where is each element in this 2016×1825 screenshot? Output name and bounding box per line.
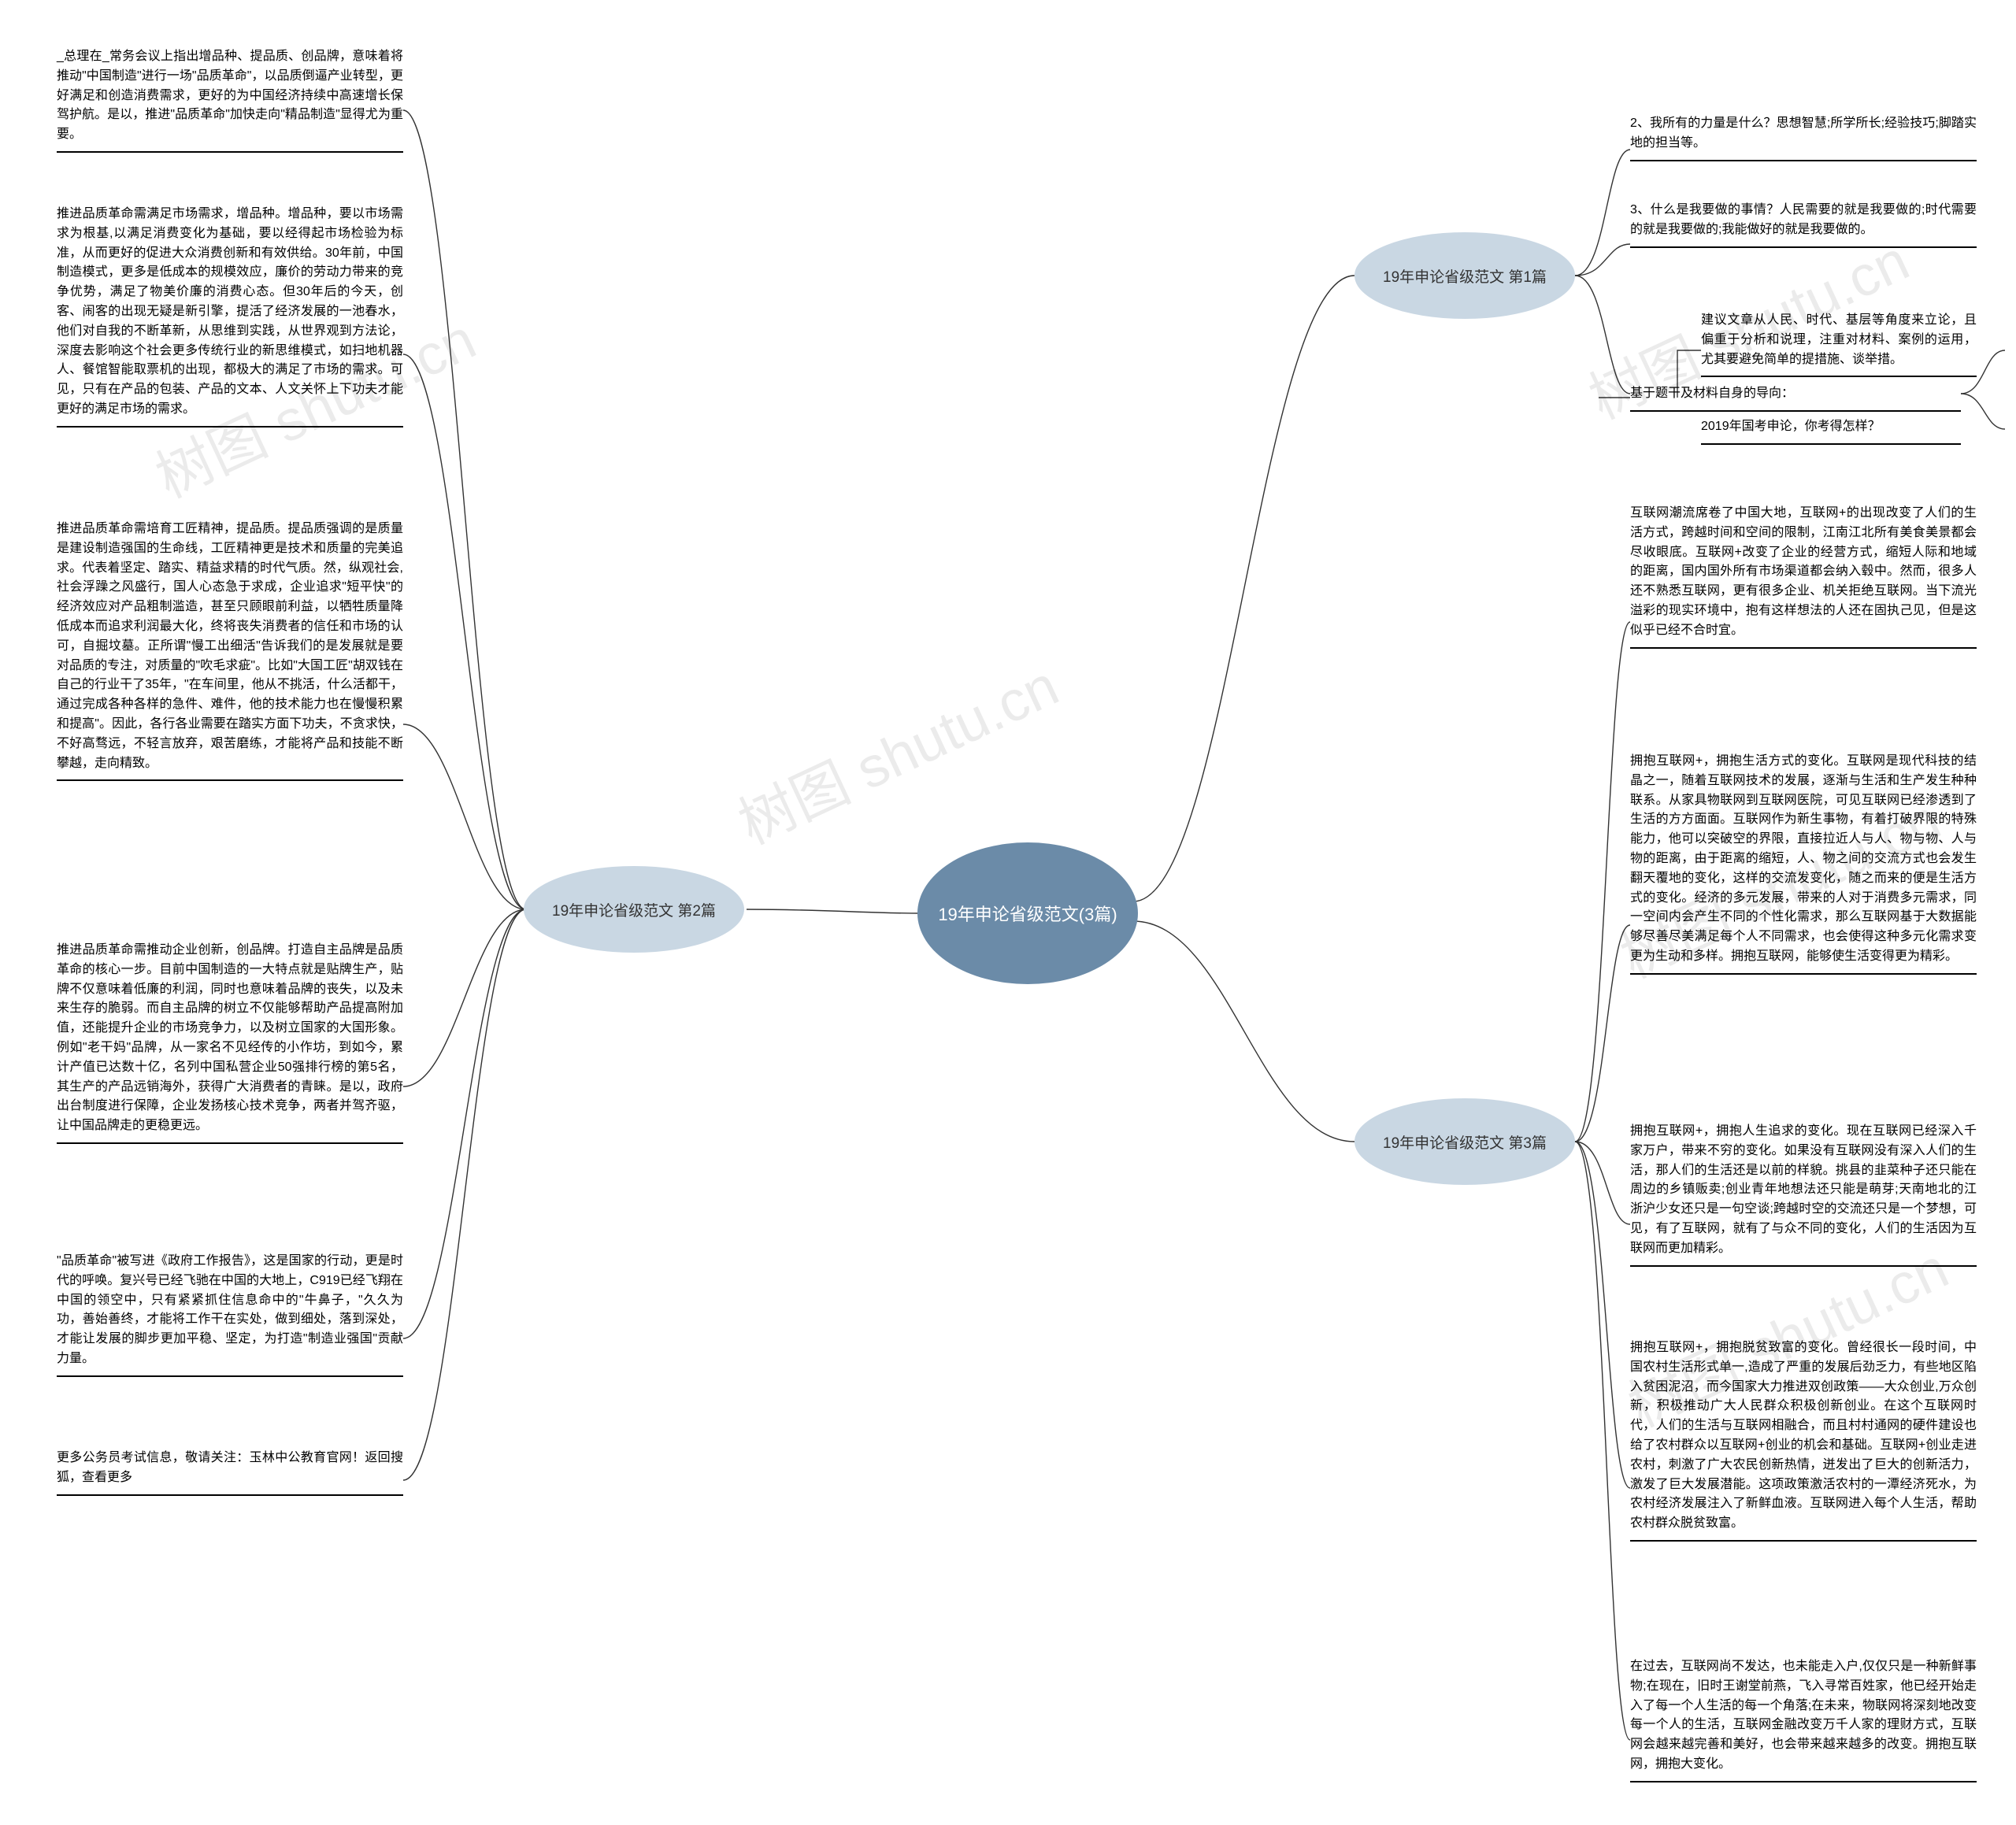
center-label: 19年申论省级范文(3篇) (938, 901, 1117, 926)
branch-node: 19年申论省级范文 第3篇 (1354, 1098, 1575, 1185)
watermark: 树图 shutu.cn (723, 640, 1069, 861)
branch-label: 19年申论省级范文 第1篇 (1383, 265, 1547, 287)
right-b3-textblock: 互联网潮流席卷了中国大地，互联网+的出现改变了人们的生活方式，跨越时间和空间的限… (1630, 504, 1977, 649)
branch-node: 19年申论省级范文 第1篇 (1354, 232, 1575, 319)
left-textblock: 推进品质革命需推动企业创新，创品牌。打造自主品牌是品质革命的核心一步。目前中国制… (57, 941, 403, 1144)
right-b3-textblock: 在过去，互联网尚不发达，也未能走入户,仅仅只是一种新鲜事物;在现在，旧时王谢堂前… (1630, 1657, 1977, 1782)
left-textblock: 推进品质革命需培育工匠精神，提品质。提品质强调的是质量是建设制造强国的生命线，工… (57, 520, 403, 781)
right-b1-sub-textblock: 2019年国考申论，你考得怎样？ (1701, 417, 1961, 445)
right-b3-textblock: 拥抱互联网+，拥抱人生追求的变化。现在互联网已经深入千家万户，带来不穷的变化。如… (1630, 1122, 1977, 1267)
right-b1-textblock: 基于题干及材料自身的导向： (1630, 384, 1961, 412)
right-b3-textblock: 拥抱互联网+，拥抱生活方式的变化。互联网是现代科技的结晶之一，随着互联网技术的发… (1630, 752, 1977, 975)
right-b3-textblock: 拥抱互联网+，拥抱脱贫致富的变化。曾经很长一段时间，中国农村生活形式单一,造成了… (1630, 1338, 1977, 1542)
right-b1-textblock: 3、什么是我要做的事情？人民需要的就是我要做的;时代需要的就是我要做的;我能做好… (1630, 201, 1977, 248)
center-node: 19年申论省级范文(3篇) (917, 842, 1138, 984)
right-b1-sub-textblock: 建议文章从人民、时代、基层等角度来立论，且偏重于分析和说理，注重对材料、案例的运… (1701, 311, 1977, 377)
left-textblock: "品质革命"被写进《政府工作报告》，这是国家的行动，更是时代的呼唤。复兴号已经飞… (57, 1252, 403, 1377)
left-textblock: 更多公务员考试信息，敬请关注：玉林中公教育官网！返回搜狐，查看更多 (57, 1449, 403, 1496)
branch-label: 19年申论省级范文 第2篇 (552, 899, 716, 920)
left-textblock: 推进品质革命需满足市场需求，增品种。增品种，要以市场需求为根基,以满足消费变化为… (57, 205, 403, 428)
branch-node: 19年申论省级范文 第2篇 (524, 866, 744, 953)
branch-label: 19年申论省级范文 第3篇 (1383, 1131, 1547, 1153)
right-b1-textblock: 2、我所有的力量是什么？思想智慧;所学所长;经验技巧;脚踏实地的担当等。 (1630, 114, 1977, 161)
left-textblock: _总理在_常务会议上指出增品种、提品质、创品牌，意味着将推动"中国制造"进行一场… (57, 47, 403, 153)
